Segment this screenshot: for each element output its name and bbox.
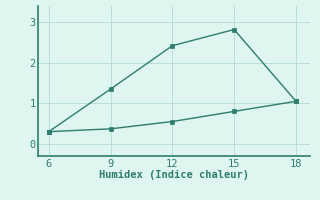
X-axis label: Humidex (Indice chaleur): Humidex (Indice chaleur) [100, 170, 249, 180]
